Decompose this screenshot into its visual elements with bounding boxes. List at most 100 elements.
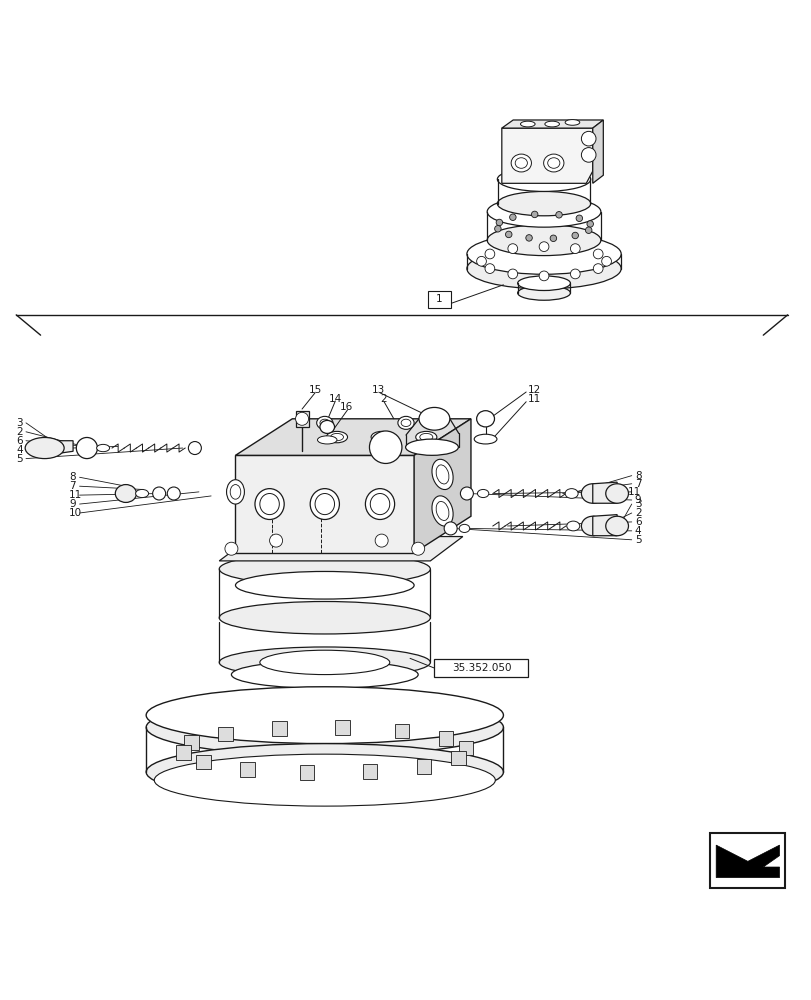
Polygon shape xyxy=(235,455,414,553)
Ellipse shape xyxy=(415,431,436,443)
Ellipse shape xyxy=(543,154,563,172)
Circle shape xyxy=(269,534,282,547)
Polygon shape xyxy=(715,845,779,878)
Ellipse shape xyxy=(146,744,503,800)
Circle shape xyxy=(225,542,238,555)
Circle shape xyxy=(530,211,537,218)
Circle shape xyxy=(76,437,97,459)
Text: 6: 6 xyxy=(634,517,641,527)
Ellipse shape xyxy=(315,494,334,515)
Ellipse shape xyxy=(219,647,430,678)
Ellipse shape xyxy=(544,121,559,127)
Ellipse shape xyxy=(255,489,284,519)
Ellipse shape xyxy=(517,276,569,291)
Ellipse shape xyxy=(564,489,577,498)
Text: 6: 6 xyxy=(16,436,23,446)
Circle shape xyxy=(375,534,388,547)
Circle shape xyxy=(581,131,595,146)
Circle shape xyxy=(494,226,500,232)
Text: 9: 9 xyxy=(69,499,75,509)
Bar xyxy=(434,659,527,677)
Bar xyxy=(438,731,453,746)
Bar xyxy=(299,765,314,780)
Text: 1: 1 xyxy=(436,294,442,304)
Text: 8: 8 xyxy=(69,472,75,482)
Text: 2: 2 xyxy=(380,394,386,404)
Bar xyxy=(363,764,377,779)
Circle shape xyxy=(509,214,516,220)
Bar xyxy=(458,741,473,755)
Polygon shape xyxy=(592,515,616,536)
Ellipse shape xyxy=(547,158,560,168)
Ellipse shape xyxy=(320,420,334,433)
Ellipse shape xyxy=(458,524,469,532)
Ellipse shape xyxy=(370,494,389,515)
Circle shape xyxy=(570,244,580,253)
Text: 5: 5 xyxy=(634,535,641,545)
Text: 16: 16 xyxy=(339,402,352,412)
Ellipse shape xyxy=(365,489,394,519)
Ellipse shape xyxy=(514,158,527,168)
Text: 2: 2 xyxy=(16,427,23,437)
Text: 15: 15 xyxy=(308,385,321,395)
Bar xyxy=(427,291,450,308)
Polygon shape xyxy=(592,482,616,503)
Bar xyxy=(335,720,350,735)
Ellipse shape xyxy=(115,485,136,502)
Ellipse shape xyxy=(320,419,329,427)
Circle shape xyxy=(411,542,424,555)
Ellipse shape xyxy=(375,433,388,441)
Bar xyxy=(176,745,191,760)
Ellipse shape xyxy=(219,601,430,634)
Text: 13: 13 xyxy=(371,385,384,395)
Ellipse shape xyxy=(401,419,410,427)
Text: 2: 2 xyxy=(634,508,641,518)
Ellipse shape xyxy=(496,167,590,191)
Circle shape xyxy=(593,249,603,259)
Ellipse shape xyxy=(369,431,401,463)
Ellipse shape xyxy=(487,225,600,256)
Text: 3: 3 xyxy=(16,418,23,428)
Bar xyxy=(272,721,286,736)
Text: 11: 11 xyxy=(628,487,641,497)
Circle shape xyxy=(476,256,486,266)
Circle shape xyxy=(167,487,180,500)
Bar xyxy=(218,727,233,741)
Circle shape xyxy=(188,442,201,455)
Circle shape xyxy=(575,215,581,222)
Bar xyxy=(196,755,211,769)
Text: 3: 3 xyxy=(634,499,641,509)
Ellipse shape xyxy=(135,489,148,498)
Circle shape xyxy=(152,487,165,500)
Ellipse shape xyxy=(97,444,109,452)
Circle shape xyxy=(526,235,532,241)
Ellipse shape xyxy=(326,431,347,443)
Circle shape xyxy=(484,264,494,273)
Text: 8: 8 xyxy=(634,471,641,481)
Ellipse shape xyxy=(477,489,488,498)
Circle shape xyxy=(586,221,593,227)
Ellipse shape xyxy=(496,191,590,216)
Text: 5: 5 xyxy=(16,454,23,464)
Ellipse shape xyxy=(474,434,496,444)
Ellipse shape xyxy=(316,416,333,429)
Ellipse shape xyxy=(230,485,240,499)
Ellipse shape xyxy=(231,661,418,688)
Text: 4: 4 xyxy=(634,526,641,536)
Polygon shape xyxy=(501,120,603,128)
Text: 7: 7 xyxy=(69,481,75,491)
Circle shape xyxy=(585,227,591,233)
Bar xyxy=(710,833,784,888)
Ellipse shape xyxy=(511,154,530,172)
Ellipse shape xyxy=(406,439,457,455)
Circle shape xyxy=(460,487,473,500)
Bar xyxy=(295,411,308,427)
Text: 10: 10 xyxy=(69,508,82,518)
Ellipse shape xyxy=(317,436,337,444)
Ellipse shape xyxy=(260,650,389,675)
Circle shape xyxy=(484,249,494,259)
Circle shape xyxy=(555,212,561,218)
Ellipse shape xyxy=(146,687,503,744)
Bar xyxy=(394,724,409,738)
Circle shape xyxy=(581,148,595,162)
